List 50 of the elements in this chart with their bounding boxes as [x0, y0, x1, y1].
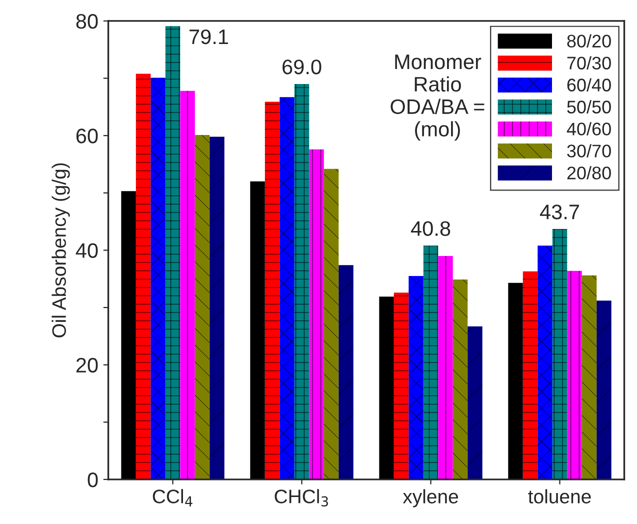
y-tick-label: 80 — [76, 14, 98, 29]
legend-label: 20/80 — [567, 166, 611, 180]
bar — [567, 270, 582, 480]
bar — [452, 279, 468, 480]
annotation: 43.7 — [540, 204, 579, 220]
bar — [538, 246, 552, 480]
legend-label: 30/70 — [567, 144, 611, 158]
bar — [379, 296, 394, 480]
legend-label: 80/20 — [567, 34, 611, 48]
bar — [522, 271, 538, 480]
bar — [468, 326, 482, 480]
bar — [280, 97, 294, 480]
y-tick-label: 60 — [76, 128, 98, 144]
x-tick-label: xylene — [402, 489, 458, 508]
bar — [309, 149, 324, 480]
legend-label: 60/40 — [567, 78, 611, 92]
legend-title: Monomer Ratio ODA/BA = (mol) — [390, 54, 484, 141]
annotation: 40.8 — [410, 221, 450, 236]
y-tick-label: 40 — [76, 243, 98, 258]
bar — [438, 256, 453, 480]
bar — [508, 282, 523, 480]
bar — [250, 181, 265, 480]
bar — [264, 102, 280, 480]
x-tick-label: CCl$_{4}$ — [152, 489, 192, 506]
bar — [150, 78, 166, 480]
legend-label: 70/30 — [567, 56, 611, 70]
bar — [394, 292, 409, 480]
y-tick-label: 0 — [88, 472, 98, 488]
bar — [294, 84, 310, 480]
annotation: 69.0 — [282, 60, 322, 74]
legend-label: 50/50 — [567, 100, 611, 114]
legend-label: 40/60 — [566, 122, 611, 136]
y-tick-label: 20 — [76, 358, 98, 373]
bar — [582, 275, 597, 480]
bar — [194, 135, 210, 480]
annotation: 79.1 — [190, 29, 228, 44]
bar — [408, 276, 424, 480]
x-tick-label: CHCl$_{3}$ — [274, 489, 328, 507]
bar — [136, 74, 151, 480]
bar — [596, 300, 612, 480]
bar — [338, 265, 354, 480]
x-tick-label: toluene — [528, 489, 591, 504]
bar — [552, 229, 568, 480]
bar — [324, 168, 339, 480]
bar — [165, 26, 180, 480]
bar — [423, 246, 438, 480]
bar — [210, 136, 224, 480]
bar — [121, 191, 136, 480]
bar — [180, 90, 195, 480]
y-axis-title: Oil Absorbency (g/g) — [52, 163, 70, 338]
